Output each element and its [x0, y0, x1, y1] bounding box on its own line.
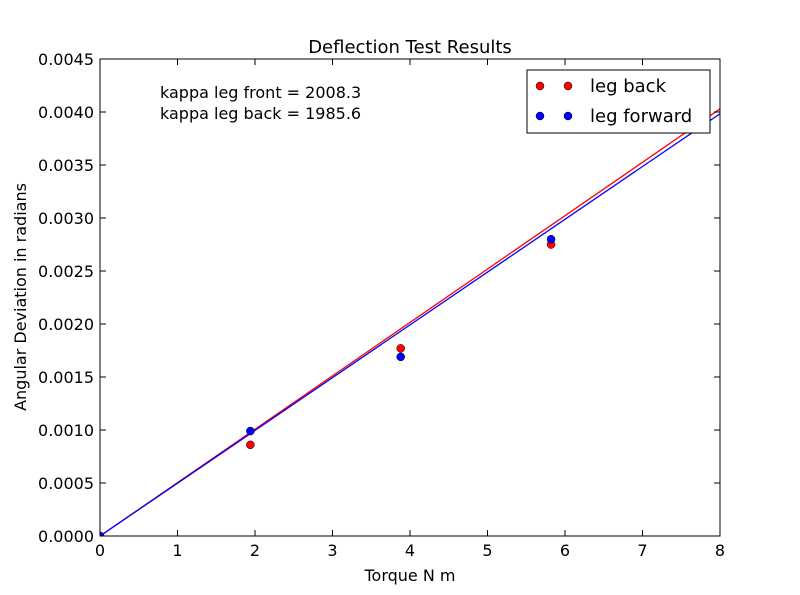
y-tick-label-0: 0.0000	[38, 527, 94, 546]
y-tick-label-4: 0.0020	[38, 315, 94, 334]
point-series-1-2	[396, 352, 405, 362]
y-tick-label-6: 0.0030	[38, 209, 94, 228]
x-tick-label-1: 1	[172, 541, 182, 560]
legend-label-leg-back: leg back	[590, 76, 667, 97]
y-tick-label-9: 0.0045	[38, 50, 94, 69]
x-tick-label-2: 2	[250, 541, 260, 560]
point-series-1-3	[546, 234, 556, 244]
data-points	[100, 234, 556, 536]
x-tick-label-8: 8	[715, 541, 725, 560]
x-tick-label-0: 0	[95, 541, 105, 560]
y-tick-label-1: 0.0005	[38, 474, 94, 493]
x-tick-label-5: 5	[482, 541, 492, 560]
point-series-1-1	[246, 426, 255, 436]
fit-lines	[100, 108, 720, 536]
legend-marker-leg-forward-1	[535, 111, 545, 121]
chart-title: Deflection Test Results	[308, 37, 512, 58]
point-series-1-0	[100, 531, 105, 536]
legend-marker-leg-forward-2	[563, 111, 573, 121]
x-tick-label-7: 7	[637, 541, 647, 560]
legend-marker-leg-back-1	[535, 81, 545, 91]
y-tick-label-5: 0.0025	[38, 262, 94, 281]
annotations: kappa leg front = 2008.3 kappa leg back …	[160, 83, 361, 123]
fit-line-series-0	[100, 108, 720, 536]
annotation-kappa-front: kappa leg front = 2008.3	[160, 83, 361, 102]
fit-line-series-1	[100, 113, 720, 536]
y-tick-label-7: 0.0035	[38, 156, 94, 175]
legend-frame	[526, 69, 711, 134]
y-axis-ticks: 0.0000 0.0005 0.0010 0.0015 0.0020 0.0025 0.00…	[38, 50, 720, 546]
x-axis-label: Torque N m	[363, 566, 455, 585]
annotation-kappa-back: kappa leg back = 1985.6	[160, 104, 361, 123]
x-tick-label-3: 3	[327, 541, 337, 560]
point-series-0-1	[246, 440, 255, 450]
y-tick-label-3: 0.0015	[38, 368, 94, 387]
y-tick-label-2: 0.0010	[38, 421, 94, 440]
x-tick-label-6: 6	[560, 541, 570, 560]
legend: leg back leg forward	[526, 69, 711, 134]
y-tick-label-8: 0.0040	[38, 103, 94, 122]
legend-marker-leg-back-2	[563, 81, 573, 91]
y-axis-label: Angular Deviation in radians	[11, 183, 30, 411]
point-series-0-2	[396, 344, 405, 353]
x-tick-label-4: 4	[405, 541, 415, 560]
legend-label-leg-forward: leg forward	[590, 106, 692, 127]
x-axis-ticks: 0 1 2 3 4 5 6 7 8	[95, 59, 725, 560]
